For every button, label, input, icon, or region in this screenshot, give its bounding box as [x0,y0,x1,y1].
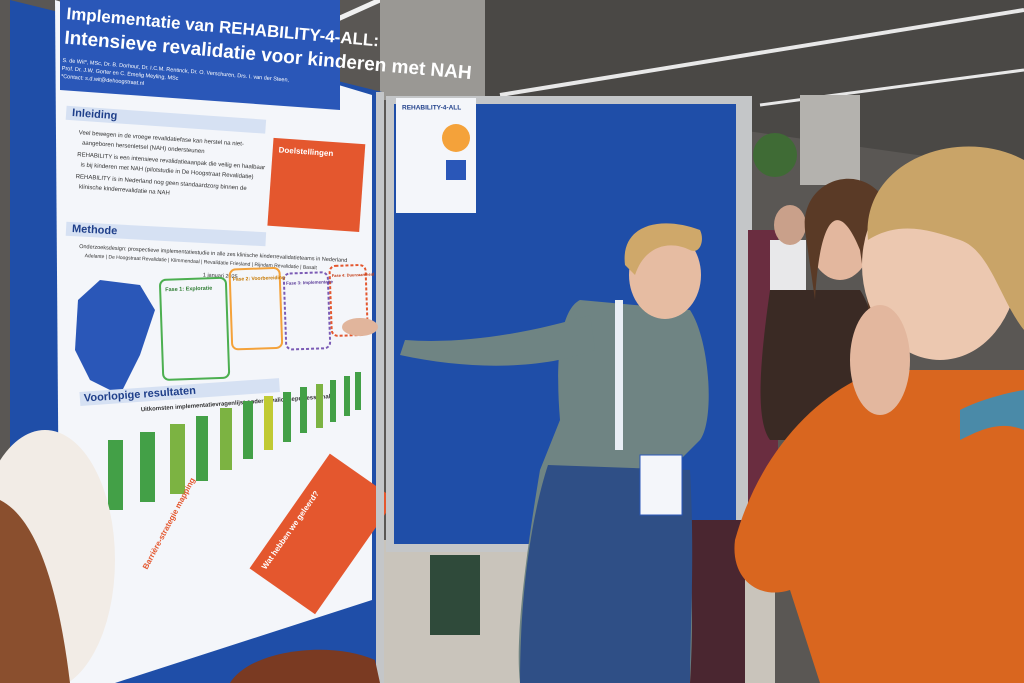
presenter-hand [342,318,378,336]
ceiling-light [499,8,1024,97]
chart-bar-picture [316,384,323,428]
chart-bar-picture [140,432,155,502]
board-frame [376,92,384,683]
section-band [65,221,267,247]
chart-bar-picture [264,396,273,450]
phase-box [228,267,284,351]
person-legs [430,555,480,635]
aims-heading: Doelstellingen [278,145,333,158]
section-band [79,378,280,406]
foreground-bag [0,500,70,683]
pillar [380,0,485,100]
small-poster-qr [446,160,466,180]
presenter-hair [624,223,702,275]
phases: Fase 1: Exploratie Fase 2: Voorbereiding… [159,264,375,381]
chart-bar-picture [344,376,350,416]
aims-box: Doelstellingen [267,137,366,233]
phase-label: Fase 3: Implementatie [286,279,334,286]
chart-bar-picture [283,392,291,442]
listener-sweater [734,370,1024,683]
results-chart-picture [108,372,361,510]
phase-label: Fase 4: Duurzaamheid [332,272,375,278]
chart-bar-picture [196,416,208,481]
chart-bar-picture [170,424,185,494]
listener-hand [850,305,910,415]
chart-bar-picture [220,408,232,470]
listener-hair [867,146,1024,330]
ceiling [380,0,1024,170]
section-heading: Methode [72,223,118,237]
pillar [800,95,860,185]
chart-bar-picture [243,401,253,459]
backpack-strap [960,390,1024,440]
section-band [65,105,267,134]
chart-bar-picture [330,380,336,422]
section-heading: Inleiding [72,107,118,122]
phase-label: Fase 1: Exploratie [165,286,212,294]
small-poster-logo [442,124,470,152]
aims-panel [267,137,366,233]
person-head [774,205,806,245]
foreground-object [230,649,380,683]
presenter-jeans [520,465,693,683]
phase-box [282,271,332,351]
phase-label: Fase 2: Voorbereiding [233,275,285,283]
chart-bar-picture [300,387,307,433]
chart-bar-picture [108,440,123,510]
phase-box [159,276,231,381]
poster-title-band [60,0,340,110]
date: 1 januari 2025 [203,272,238,280]
small-poster [396,98,476,213]
lanyard [615,300,623,450]
plant [753,133,797,177]
chart-bar-picture [355,372,361,410]
small-poster-title: REHABILITY-4-ALL [402,105,461,112]
learned-panel [249,453,396,615]
netherlands-map [75,280,155,395]
name-badge [639,454,683,516]
presenter-arm [400,315,595,366]
phase-box [328,264,369,337]
